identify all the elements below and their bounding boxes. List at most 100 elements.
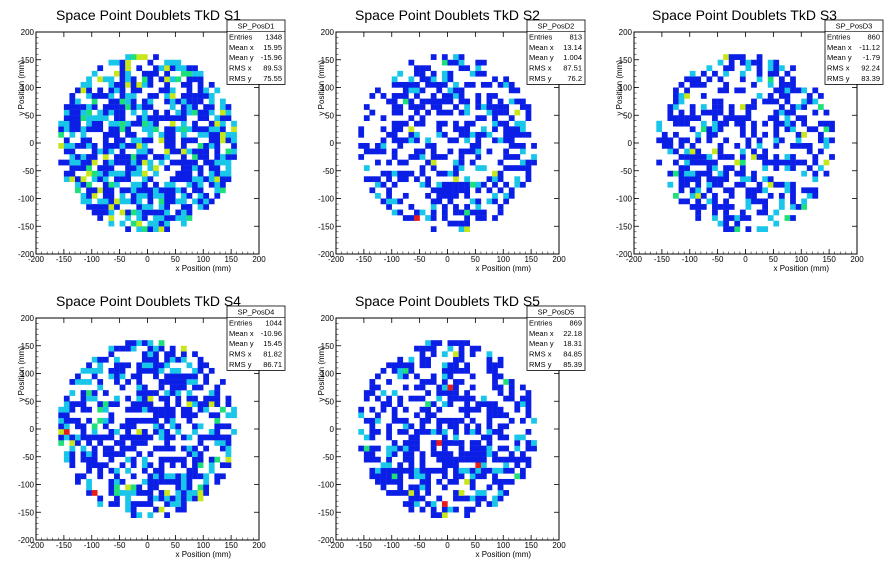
stats-row-label: Mean x <box>827 43 852 52</box>
heatmap-bin <box>225 412 232 419</box>
heatmap-bin <box>69 434 76 441</box>
heatmap-bin <box>695 131 702 138</box>
heatmap-bin <box>86 198 92 205</box>
heatmap-bin <box>408 356 415 363</box>
heatmap-bin <box>458 59 465 66</box>
heatmap-bin <box>695 76 702 83</box>
x-tick-label: -200 <box>328 255 345 264</box>
heatmap-bin <box>712 126 718 133</box>
heatmap-bin <box>114 501 120 507</box>
heatmap-bin <box>225 462 232 469</box>
heatmap-bin <box>125 70 131 77</box>
heatmap-bin <box>169 176 176 183</box>
heatmap-bin <box>425 65 431 72</box>
heatmap-bin <box>784 215 791 221</box>
heatmap-bin <box>141 154 148 160</box>
heatmap-bin <box>141 429 148 435</box>
heatmap-bin <box>169 351 176 358</box>
heatmap-bin <box>402 367 409 374</box>
heatmap-bin <box>75 187 81 194</box>
heatmap-bin <box>369 423 376 430</box>
heatmap-bin <box>486 451 493 457</box>
heatmap-bin <box>673 148 679 155</box>
heatmap-bin <box>91 373 98 380</box>
y-tick-label: 100 <box>321 370 335 379</box>
heatmap-bin <box>447 373 454 380</box>
heatmap-bin <box>492 76 498 83</box>
heatmap-bin <box>102 198 109 205</box>
heatmap-bin <box>778 198 785 205</box>
heatmap-bin <box>397 417 404 424</box>
heatmap-bin <box>453 120 459 127</box>
heatmap-bin <box>492 126 498 133</box>
heatmap-bin <box>192 412 198 419</box>
heatmap-bin <box>503 148 510 155</box>
heatmap-bin <box>141 148 148 155</box>
heatmap-bin <box>380 484 387 491</box>
heatmap-bin <box>119 192 126 199</box>
heatmap-bin <box>102 104 109 110</box>
heatmap-bin <box>706 76 713 83</box>
heatmap-bin <box>86 367 92 374</box>
heatmap-bin <box>108 412 115 419</box>
heatmap-bin <box>102 165 109 171</box>
heatmap-bin <box>447 220 454 227</box>
heatmap-bin <box>497 445 504 452</box>
stats-row-value: 86.71 <box>263 360 282 369</box>
heatmap-bin <box>712 209 718 216</box>
heatmap-bin <box>464 109 470 116</box>
heatmap-bin <box>414 70 420 77</box>
heatmap-bin <box>436 417 443 424</box>
heatmap-bin <box>108 373 115 380</box>
heatmap-bin <box>519 126 526 133</box>
x-tick-label: -200 <box>28 255 45 264</box>
heatmap-bin <box>141 204 148 210</box>
heatmap-bin <box>458 345 465 352</box>
heatmap-bin <box>475 70 482 77</box>
heatmap-bin <box>408 81 415 88</box>
heatmap-bin <box>391 148 398 155</box>
heatmap-bin <box>723 215 729 221</box>
heatmap-bin <box>453 54 459 60</box>
heatmap-bin <box>86 81 92 88</box>
heatmap-bins <box>358 54 537 232</box>
heatmap-bin <box>169 390 176 396</box>
heatmap-bin <box>141 76 148 83</box>
heatmap-bin <box>75 109 81 116</box>
heatmap-bin <box>717 170 724 177</box>
heatmap-bin <box>689 154 696 160</box>
heatmap-bin <box>801 170 808 177</box>
heatmap-bin <box>358 445 365 452</box>
stats-row-label: RMS y <box>827 74 850 83</box>
heatmap-bin <box>180 434 187 441</box>
heatmap-bin <box>402 445 409 452</box>
heatmap-bin <box>778 87 785 94</box>
heatmap-bin <box>464 429 470 435</box>
heatmap-bin <box>363 456 370 463</box>
heatmap-bin <box>197 154 204 160</box>
heatmap-bin <box>497 356 504 363</box>
heatmap-bin <box>214 115 221 121</box>
heatmap-bin <box>186 478 193 485</box>
heatmap-bin <box>136 440 143 446</box>
heatmap-bin <box>790 87 796 94</box>
heatmap-bin <box>464 512 470 518</box>
heatmap-bin <box>469 445 476 452</box>
heatmap-bin <box>453 159 459 166</box>
heatmap-bin <box>745 176 752 183</box>
y-tick-label: -100 <box>318 195 335 204</box>
heatmap-bin <box>158 506 165 513</box>
heatmap-bin <box>164 109 170 116</box>
heatmap-bin <box>169 131 176 138</box>
heatmap-bin <box>186 490 193 496</box>
heatmap-bin <box>358 154 365 160</box>
heatmap-bin <box>497 412 504 419</box>
heatmap-bin <box>497 390 504 396</box>
heatmap-bin <box>402 81 409 88</box>
heatmap-bin <box>508 467 515 474</box>
heatmap-bin <box>492 495 498 502</box>
heatmap-bin <box>141 401 148 407</box>
heatmap-bin <box>436 390 443 396</box>
heatmap-bin <box>186 109 193 116</box>
heatmap-bin <box>508 126 515 133</box>
